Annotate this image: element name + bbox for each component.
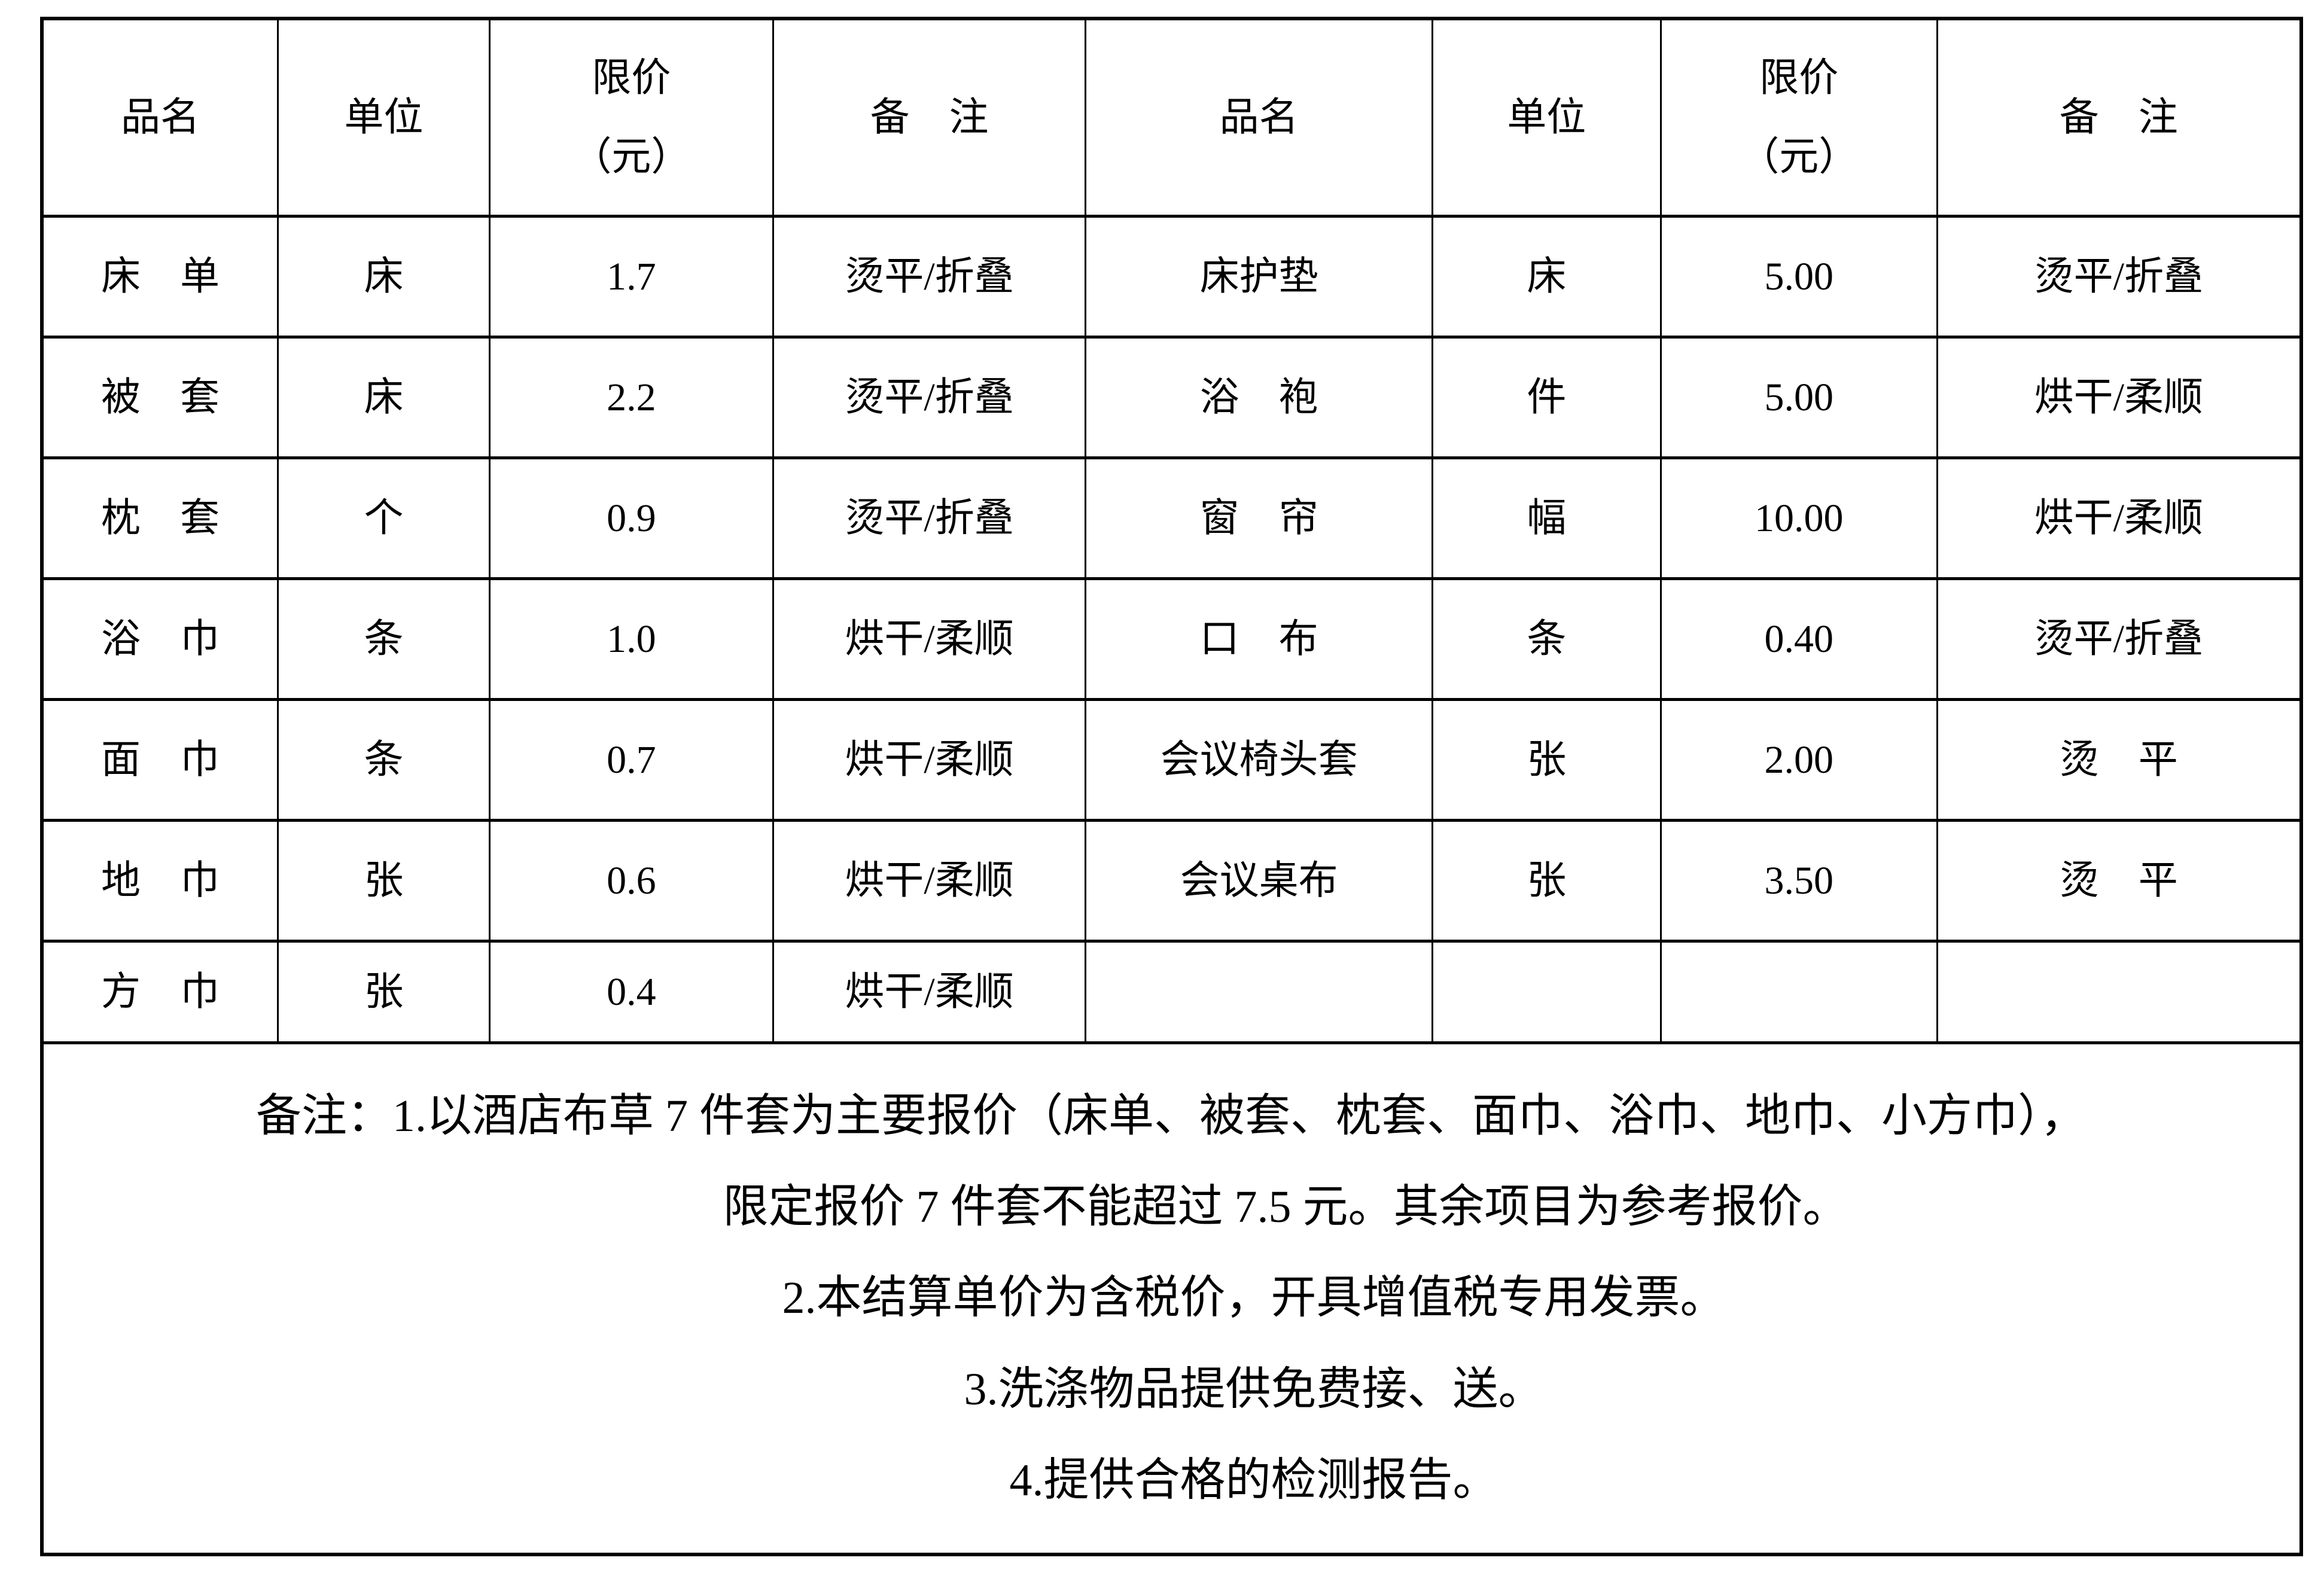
- price-cell: 0.7: [491, 701, 774, 822]
- price-cell: 3.50: [1661, 822, 1938, 943]
- remark-cell-empty: [1938, 943, 2299, 1044]
- unit-cell: 条: [1433, 580, 1662, 701]
- remark-cell: 烘干/柔顺: [773, 580, 1087, 701]
- item-name-cell: 窗 帘: [1086, 459, 1433, 580]
- remark-cell: 烫 平: [1938, 822, 2299, 943]
- price-cell: 0.4: [491, 943, 774, 1044]
- unit-cell: 件: [1433, 339, 1662, 459]
- header-remark-left: 备 注: [773, 20, 1087, 218]
- item-name-cell-empty: [1086, 943, 1433, 1044]
- unit-cell: 床: [1433, 218, 1662, 339]
- header-unit-right: 单位: [1433, 20, 1662, 218]
- remark-cell: 烫平/折叠: [773, 218, 1087, 339]
- item-name-cell: 浴 巾: [44, 580, 279, 701]
- note-line: 备注：1.以酒店布草 7 件套为主要报价（床单、被套、枕套、面巾、浴巾、地巾、小…: [256, 1091, 2086, 1141]
- price-cell: 0.9: [491, 459, 774, 580]
- item-name-cell: 被 套: [44, 339, 279, 459]
- price-cell: 1.0: [491, 580, 774, 701]
- price-cell: 0.40: [1661, 580, 1938, 701]
- note-line: 4.提供合格的检测报告。: [1009, 1455, 1498, 1505]
- unit-cell: 张: [278, 822, 491, 943]
- item-name-cell: 会议椅头套: [1086, 701, 1433, 822]
- item-name-cell: 床护垫: [1086, 218, 1433, 339]
- unit-cell: 张: [278, 943, 491, 1044]
- price-cell-empty: [1661, 943, 1938, 1044]
- header-item-name-right: 品名: [1086, 20, 1433, 218]
- note-line: 限定报价 7 件套不能超过 7.5 元。其余项目为参考报价。: [723, 1182, 1848, 1233]
- unit-cell: 个: [278, 459, 491, 580]
- notes-section: 备注：1.以酒店布草 7 件套为主要报价（床单、被套、枕套、面巾、浴巾、地巾、小…: [44, 1044, 2299, 1553]
- remark-cell: 烘干/柔顺: [1938, 339, 2299, 459]
- item-name-cell: 地 巾: [44, 822, 279, 943]
- remark-cell: 烘干/柔顺: [773, 943, 1087, 1044]
- header-price-limit-left-line2: （元）: [572, 135, 691, 179]
- remark-cell: 烫平/折叠: [773, 459, 1087, 580]
- remark-cell: 烫平/折叠: [1938, 580, 2299, 701]
- item-name-cell: 口 布: [1086, 580, 1433, 701]
- unit-cell: 床: [278, 218, 491, 339]
- header-remark-right: 备 注: [1938, 20, 2299, 218]
- remark-cell: 烫 平: [1938, 701, 2299, 822]
- header-price-limit-left-line1: 限价: [592, 56, 671, 100]
- header-price-limit-left: 限价 （元）: [491, 20, 774, 218]
- remark-cell: 烘干/柔顺: [773, 701, 1087, 822]
- price-cell: 10.00: [1661, 459, 1938, 580]
- remark-cell: 烫平/折叠: [773, 339, 1087, 459]
- price-cell: 0.6: [491, 822, 774, 943]
- header-price-limit-right: 限价 （元）: [1661, 20, 1938, 218]
- item-name-cell: 枕 套: [44, 459, 279, 580]
- note-line: 3.洗涤物品提供免费接、送。: [964, 1364, 1544, 1415]
- price-cell: 2.00: [1661, 701, 1938, 822]
- unit-cell: 张: [1433, 701, 1662, 822]
- price-cell: 2.2: [491, 339, 774, 459]
- unit-cell: 条: [278, 580, 491, 701]
- item-name-cell: 方 巾: [44, 943, 279, 1044]
- laundry-price-table: 品名 单位 限价 （元） 备 注 品名 单位 限价 （元） 备 注 床 单 床 …: [40, 17, 2303, 1556]
- price-cell: 5.00: [1661, 218, 1938, 339]
- unit-cell: 床: [278, 339, 491, 459]
- header-price-limit-right-line1: 限价: [1759, 56, 1839, 100]
- note-line: 2.本结算单价为含税价，开具增值税专用发票。: [782, 1273, 1726, 1324]
- unit-cell-empty: [1433, 943, 1662, 1044]
- remark-cell: 烘干/柔顺: [773, 822, 1087, 943]
- unit-cell: 幅: [1433, 459, 1662, 580]
- header-unit-left: 单位: [278, 20, 491, 218]
- price-cell: 5.00: [1661, 339, 1938, 459]
- item-name-cell: 床 单: [44, 218, 279, 339]
- unit-cell: 张: [1433, 822, 1662, 943]
- item-name-cell: 浴 袍: [1086, 339, 1433, 459]
- header-price-limit-right-line2: （元）: [1740, 135, 1859, 179]
- header-item-name-left: 品名: [44, 20, 279, 218]
- unit-cell: 条: [278, 701, 491, 822]
- remark-cell: 烫平/折叠: [1938, 218, 2299, 339]
- price-cell: 1.7: [491, 218, 774, 339]
- remark-cell: 烘干/柔顺: [1938, 459, 2299, 580]
- item-name-cell: 会议桌布: [1086, 822, 1433, 943]
- item-name-cell: 面 巾: [44, 701, 279, 822]
